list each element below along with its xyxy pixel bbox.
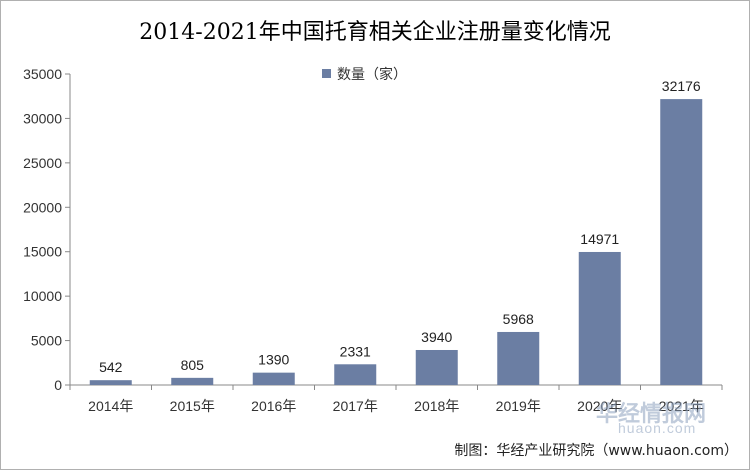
bar-2019年 <box>497 331 540 385</box>
bar-2018年 <box>415 349 458 385</box>
data-label: 542 <box>99 359 123 375</box>
bar-2021年 <box>660 99 703 385</box>
y-tick-label: 5000 <box>31 333 62 349</box>
y-tick-label: 0 <box>54 377 62 393</box>
y-tick-label: 15000 <box>23 244 62 260</box>
watermark-text-en: huaon.com <box>618 420 697 436</box>
bar-2014年 <box>89 380 132 385</box>
x-tick-label: 2015年 <box>170 398 215 414</box>
x-tick-label: 2020年 <box>577 398 622 414</box>
chart-title: 2014-2021年中国托育相关企业注册量变化情况 <box>139 20 611 45</box>
source-note: 制图：华经产业研究院（www.huaon.com） <box>454 443 738 459</box>
data-label: 2331 <box>340 343 371 359</box>
x-tick-label: 2021年 <box>659 398 704 414</box>
data-label: 5968 <box>503 311 534 327</box>
y-tick-label: 25000 <box>23 155 62 171</box>
x-tick-label: 2014年 <box>88 398 133 414</box>
y-tick-label: 10000 <box>23 288 62 304</box>
data-label: 32176 <box>662 78 701 94</box>
watermark: 华经情报网 huaon.com <box>568 396 748 436</box>
data-label: 14971 <box>580 231 619 247</box>
y-tick-label: 30000 <box>23 110 62 126</box>
bar-2020年 <box>578 251 621 385</box>
x-tick-label: 2018年 <box>414 398 459 414</box>
legend-swatch <box>322 69 331 78</box>
bar-2016年 <box>252 372 295 385</box>
data-label: 3940 <box>421 329 452 345</box>
y-tick-label: 35000 <box>23 66 62 82</box>
y-tick-label: 20000 <box>23 199 62 215</box>
legend: 数量（家） <box>322 66 407 82</box>
bar-2015年 <box>171 377 214 385</box>
x-tick-label: 2017年 <box>333 398 378 414</box>
x-tick-label: 2019年 <box>496 398 541 414</box>
bars: 542 805 1390 2331 3940 5968 14971 32176 <box>89 78 703 385</box>
data-label: 805 <box>181 357 205 373</box>
bar-2017年 <box>334 364 377 385</box>
watermark-text-cn: 华经情报网 <box>596 402 707 427</box>
x-tick-label: 2016年 <box>251 398 296 414</box>
data-label: 1390 <box>258 352 289 368</box>
axes: 0 5000 10000 15000 20000 25000 30000 35000 2014年… <box>23 66 723 414</box>
legend-label: 数量（家） <box>337 66 407 82</box>
